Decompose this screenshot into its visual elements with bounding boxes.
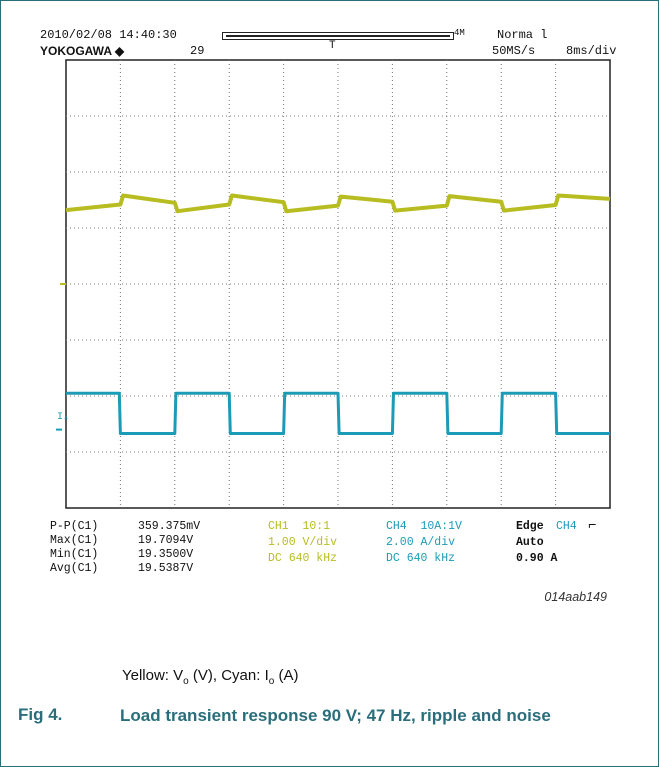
cyan-channel-marker: I₄ [57,412,70,423]
figure-title: Load transient response 90 V; 47 Hz, rip… [120,706,551,725]
measurement-value: 19.7094V [138,534,194,547]
scope-trigger-mode: Norma l [497,28,548,42]
scope-acq-count: 29 [190,44,205,58]
scope-record-length: 4M [454,28,465,38]
measurement-value: 19.3500V [138,548,194,561]
ch4-scale: 2.00 A/div [386,536,456,549]
record-bar [222,32,454,40]
trigger-edge-label: Edge [516,520,544,533]
trigger-position-marker: T [329,40,336,52]
measurement-value: 359.375mV [138,520,201,533]
ch1-label: CH1 10:1 [268,520,331,533]
figure-caption: Yellow: Vo (V), Cyan: Io (A) [122,667,298,687]
caption-cyan-sub: o [268,676,275,687]
caption-yellow-unit: (V), Cyan: I [188,667,269,684]
figure-number: Fig 4. [18,705,63,724]
measurement-label: Min(C1) [50,548,99,561]
scope-datetime: 2010/02/08 14:40:30 [40,28,177,42]
figure-code: 014aab149 [544,590,607,604]
rising-edge-icon: ⌐ [588,518,597,534]
trigger-level: 0.90 A [516,552,558,565]
ch1-bandwidth: DC 640 kHz [268,552,338,565]
scope-plot [56,59,611,509]
caption-yellow-sub: o [183,676,189,687]
measurement-label: Avg(C1) [50,562,99,575]
caption-yellow: Yellow: V [122,667,184,684]
ch4-label: CH4 10A:1V [386,520,462,533]
trigger-edge-channel: CH4 [556,520,577,533]
measurement-value: 19.5387V [138,562,194,575]
measurement-label: Max(C1) [50,534,99,547]
scope-brand: YOKOGAWA ◆ [40,44,125,58]
oscilloscope-capture: 2010/02/08 14:40:30 YOKOGAWA ◆ 29 4M T N… [40,20,620,590]
measurement-label: P-P(C1) [50,520,99,533]
ch4-bandwidth: DC 640 kHz [386,552,456,565]
record-bar-fill [226,35,450,37]
cyan-trace [66,391,610,435]
trigger-auto: Auto [516,536,544,549]
scope-sample-rate: 50MS/s [492,44,536,58]
caption-cyan-unit: (A) [274,667,299,684]
scope-timebase: 8ms/div [566,44,617,58]
ch1-scale: 1.00 V/div [268,536,338,549]
yellow-trace [65,193,611,214]
